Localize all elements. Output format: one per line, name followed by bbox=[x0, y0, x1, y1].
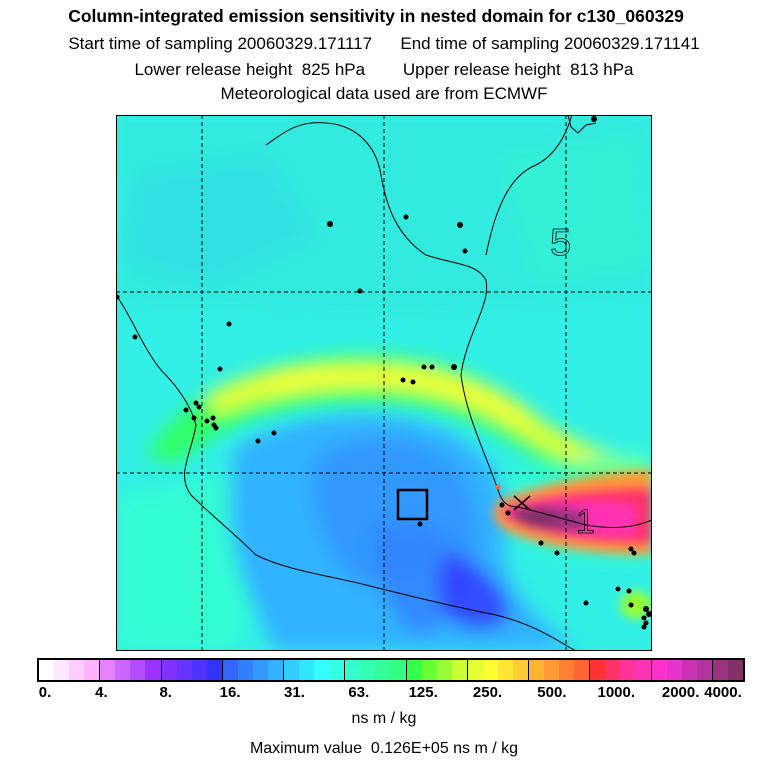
colorbar-segment bbox=[191, 660, 207, 680]
aircraft-marker bbox=[513, 495, 531, 511]
lower-height-label: Lower release height bbox=[134, 60, 293, 79]
end-time-label: End time of sampling bbox=[400, 34, 560, 53]
colorbar-segment bbox=[176, 660, 192, 680]
contour-label-1: 1 bbox=[576, 503, 595, 541]
colorbar-tick-label: 4. bbox=[95, 684, 108, 701]
colorbar-segment bbox=[421, 660, 437, 680]
release-heights: Lower release height 825 hPa Upper relea… bbox=[0, 60, 768, 80]
colorbar-tick-label: 63. bbox=[348, 684, 370, 701]
max-value-label: Maximum value bbox=[249, 740, 362, 757]
colorbar-segment bbox=[145, 660, 162, 680]
colorbar-segment bbox=[84, 660, 101, 680]
sampling-times: Start time of sampling 20060329.171117 E… bbox=[0, 34, 768, 54]
colorbar-segment bbox=[345, 660, 361, 680]
colorbar-segment bbox=[574, 660, 591, 680]
colorbar-segment bbox=[727, 660, 743, 680]
upper-height-value: 813 hPa bbox=[570, 60, 634, 79]
colorbar-segment bbox=[206, 660, 223, 680]
colorbar-segment bbox=[559, 660, 575, 680]
colorbar-tick-label: 0. bbox=[38, 684, 52, 701]
plot-title: Column-integrated emission sensitivity i… bbox=[68, 6, 684, 26]
colorbar-segment bbox=[314, 660, 330, 680]
colorbar-tick-label: 250. bbox=[472, 684, 503, 701]
sensitivity-field: 5 1 bbox=[116, 115, 652, 651]
colorbar-segment bbox=[651, 660, 667, 680]
map-frame bbox=[116, 115, 652, 651]
colorbar-tick-label: 125. bbox=[408, 684, 438, 701]
colorbar-segment bbox=[436, 660, 452, 680]
colorbar-segment bbox=[482, 660, 498, 680]
colorbar-segment bbox=[590, 660, 606, 680]
colorbar-segment bbox=[54, 660, 70, 680]
colorbar-segment bbox=[375, 660, 391, 680]
colorbar-segment bbox=[712, 660, 728, 680]
graticule bbox=[116, 115, 652, 651]
colorbar-segment bbox=[451, 660, 468, 680]
colorbar-segment bbox=[467, 660, 483, 680]
colorbar-segment bbox=[605, 660, 621, 680]
colorbar-segment bbox=[237, 660, 253, 680]
colorbar-segment bbox=[497, 660, 513, 680]
colorbar-segment bbox=[529, 660, 545, 680]
colorbar-segment bbox=[512, 660, 529, 680]
colorbar-segment bbox=[329, 660, 346, 680]
lower-height-value: 825 hPa bbox=[301, 60, 366, 79]
colorbar-tick-label: 2000. bbox=[661, 684, 700, 701]
start-time-label: Start time of sampling bbox=[68, 34, 233, 53]
colorbar-tick-label: 16. bbox=[219, 684, 241, 701]
colorbar-segment bbox=[390, 660, 407, 680]
colorbar-tick-label: 500. bbox=[537, 684, 567, 701]
colorbar-segment bbox=[130, 660, 146, 680]
colorbar-segment bbox=[620, 660, 636, 680]
colorbar-segment bbox=[544, 660, 560, 680]
colorbar-segment bbox=[635, 660, 652, 680]
start-time-value: 20060329.171117 bbox=[237, 34, 373, 53]
colorbar-segment bbox=[406, 660, 422, 680]
release-box bbox=[396, 488, 429, 521]
colorbar-segment bbox=[666, 660, 682, 680]
colorbar-units: ns m / kg bbox=[351, 710, 417, 727]
colorbar-segment bbox=[161, 660, 177, 680]
colorbar-segment bbox=[115, 660, 131, 680]
colorbar-tick-label: 1000. bbox=[597, 684, 636, 701]
sensitivity-map: 5 1 bbox=[116, 115, 652, 651]
colorbar-tick-label: 4000. bbox=[704, 684, 742, 701]
colorbar-segment bbox=[681, 660, 697, 680]
colorbar bbox=[37, 658, 745, 682]
coastline-lines bbox=[116, 115, 652, 651]
colorbar-segment bbox=[252, 660, 268, 680]
colorbar-segment bbox=[222, 660, 238, 680]
upper-height-label: Upper release height bbox=[402, 60, 561, 79]
colorbar-tick-label: 31. bbox=[284, 684, 305, 701]
contour-label-5: 5 bbox=[550, 222, 571, 264]
met-data-source: Meteorological data used are from ECMWF bbox=[220, 84, 548, 103]
colorbar-segment bbox=[284, 660, 300, 680]
colorbar-segment bbox=[267, 660, 284, 680]
colorbar-segment bbox=[39, 660, 55, 680]
end-time-value: 20060329.171141 bbox=[563, 34, 700, 53]
max-value-number: 0.126E+05 ns m / kg bbox=[370, 740, 519, 757]
colorbar-segment bbox=[69, 660, 85, 680]
maximum-value: Maximum value 0.126E+05 ns m / kg bbox=[0, 740, 768, 758]
colorbar-segment bbox=[696, 660, 713, 680]
station-dots bbox=[116, 116, 652, 630]
colorbar-segment bbox=[360, 660, 376, 680]
colorbar-segment bbox=[100, 660, 116, 680]
colorbar-segment bbox=[299, 660, 315, 680]
colorbar-tick-label: 8. bbox=[159, 684, 172, 701]
